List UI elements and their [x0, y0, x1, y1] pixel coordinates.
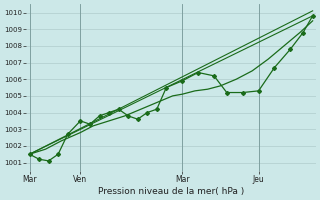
X-axis label: Pression niveau de la mer( hPa ): Pression niveau de la mer( hPa ): [98, 187, 244, 196]
